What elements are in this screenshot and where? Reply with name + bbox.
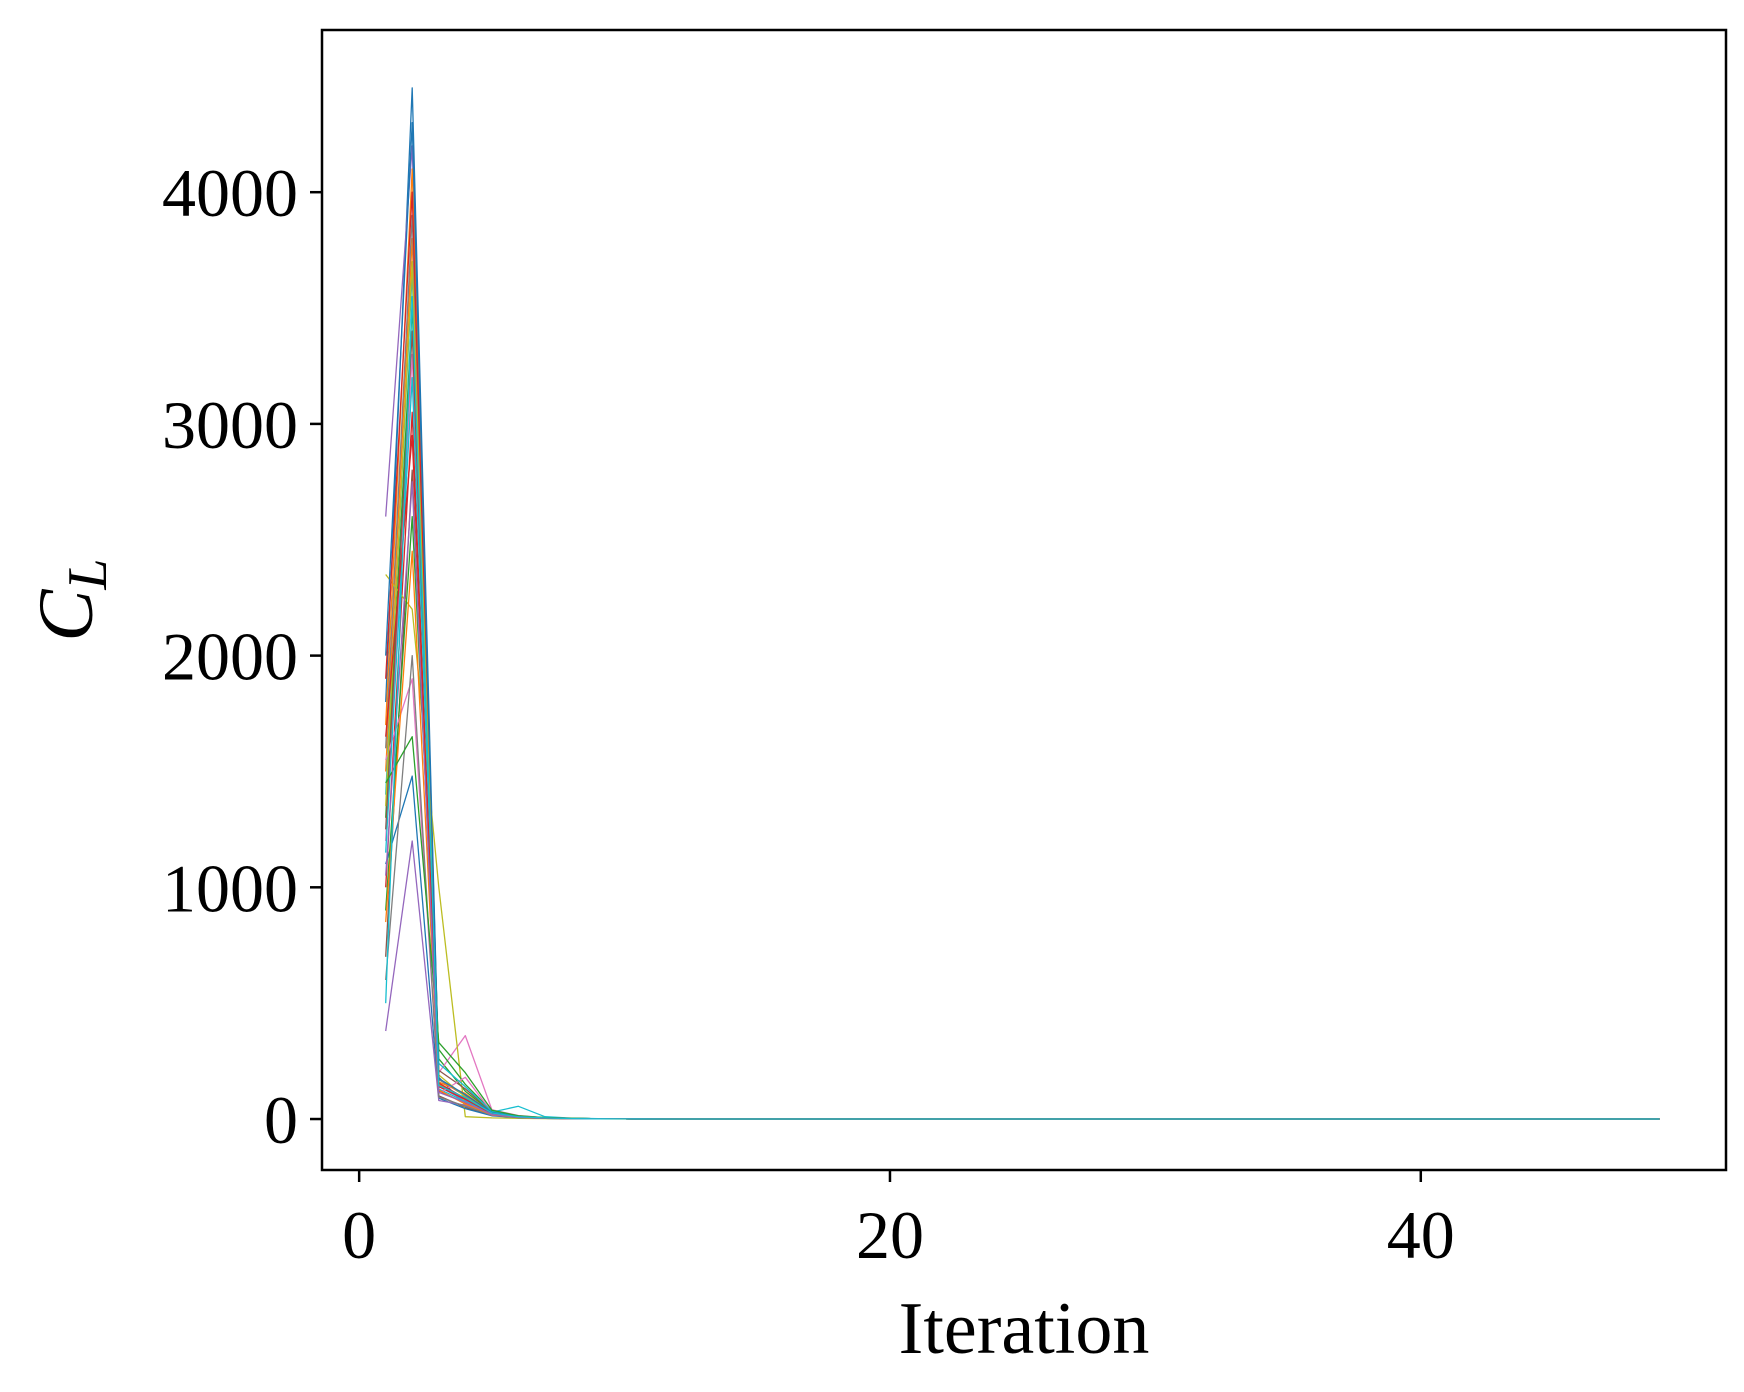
plot-frame [320, 28, 1728, 1172]
y-tick-label: 4000 [162, 155, 298, 231]
y-tick-label: 3000 [162, 387, 298, 463]
y-axis: 0 1000 2000 3000 4000 [162, 155, 322, 1158]
y-axis-label: CL [22, 558, 119, 641]
x-tick-label: 40 [1387, 1197, 1455, 1273]
series-layer [385, 87, 1660, 1120]
y-tick-label: 2000 [162, 619, 298, 695]
x-axis: 0 20 40 [342, 1170, 1455, 1273]
x-axis-label: Iteration [899, 1288, 1150, 1370]
series-line-26 [385, 295, 1660, 1120]
y-tick-label: 1000 [162, 850, 298, 926]
svg-text:CL: CL [22, 558, 119, 641]
x-tick-label: 0 [342, 1197, 376, 1273]
y-tick-label: 0 [264, 1082, 298, 1158]
y-axis-label-main: C [22, 589, 109, 642]
y-axis-label-subscript: L [57, 558, 119, 590]
x-tick-label: 20 [856, 1197, 924, 1273]
